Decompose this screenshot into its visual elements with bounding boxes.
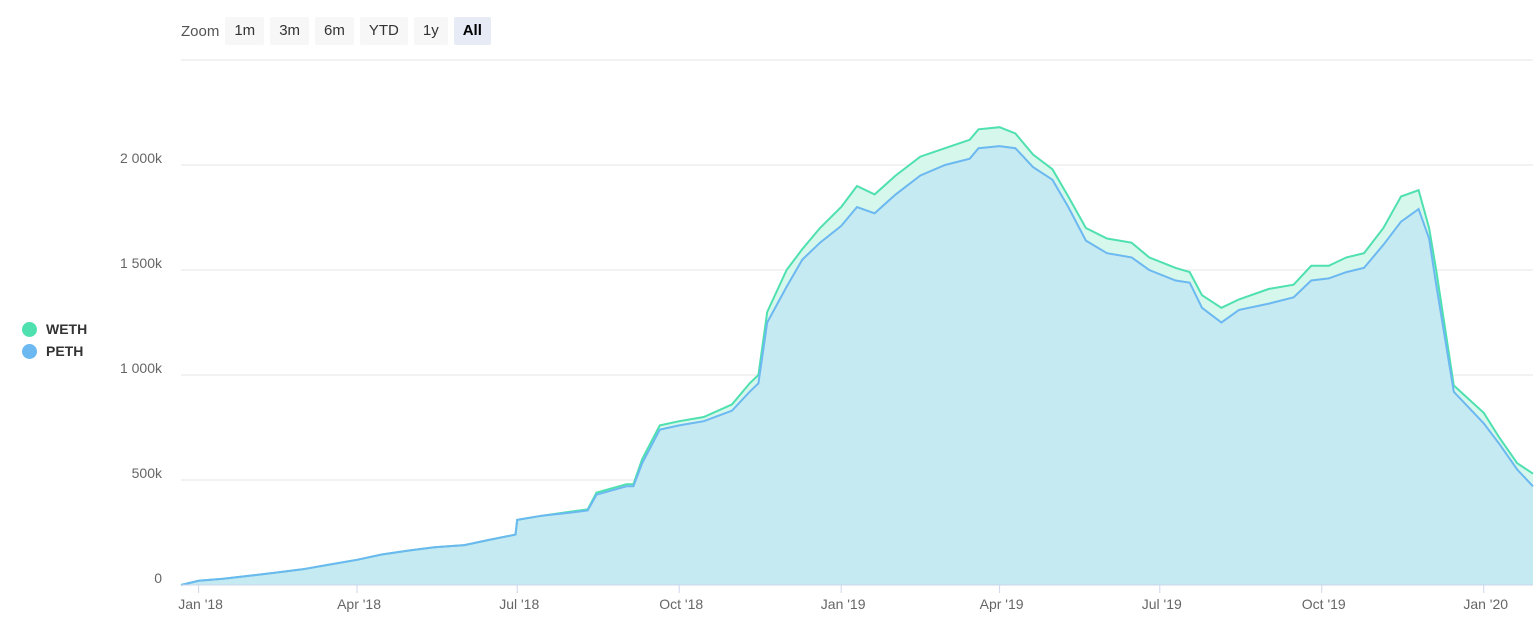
x-tick-label: Oct '19 xyxy=(1302,596,1346,612)
zoom-1m-button[interactable]: 1m xyxy=(225,17,265,45)
zoom-3m-button[interactable]: 3m xyxy=(270,17,310,45)
peth-series-line xyxy=(180,145,1534,586)
zoom-ytd-button[interactable]: YTD xyxy=(359,17,408,45)
x-tick-label: Apr '18 xyxy=(337,596,381,612)
y-tick-label: 2 000k xyxy=(120,150,163,166)
zoom-all-button[interactable]: All xyxy=(453,17,491,45)
chart-legend: WETH PETH xyxy=(22,318,87,362)
x-tick-label: Jul '19 xyxy=(1142,596,1182,612)
legend-label-weth: WETH xyxy=(46,321,88,337)
x-tick-label: Apr '19 xyxy=(980,596,1024,612)
y-tick-label: 1 500k xyxy=(120,255,163,271)
y-tick-label: 1 000k xyxy=(120,360,163,376)
zoom-1y-button[interactable]: 1y xyxy=(413,17,448,45)
zoom-toolbar: Zoom 1m 3m 6m YTD 1y All xyxy=(181,17,497,45)
legend-item-weth[interactable]: WETH xyxy=(22,318,87,340)
weth-legend-dot xyxy=(22,321,37,337)
zoom-6m-button[interactable]: 6m xyxy=(315,17,354,45)
legend-item-peth[interactable]: PETH xyxy=(22,340,87,362)
x-tick-label: Jan '18 xyxy=(178,596,223,612)
peth-legend-dot xyxy=(22,343,37,359)
y-tick-label: 500k xyxy=(132,465,163,481)
peth-area xyxy=(181,146,1533,585)
x-tick-label: Jul '18 xyxy=(499,596,539,612)
x-tick-label: Oct '18 xyxy=(659,596,703,612)
y-tick-label: 0 xyxy=(154,570,162,586)
zoom-label: Zoom xyxy=(181,22,220,40)
x-tick-label: Jan '20 xyxy=(1463,596,1508,612)
legend-label-peth: PETH xyxy=(46,343,84,359)
x-tick-label: Jan '19 xyxy=(821,596,866,612)
